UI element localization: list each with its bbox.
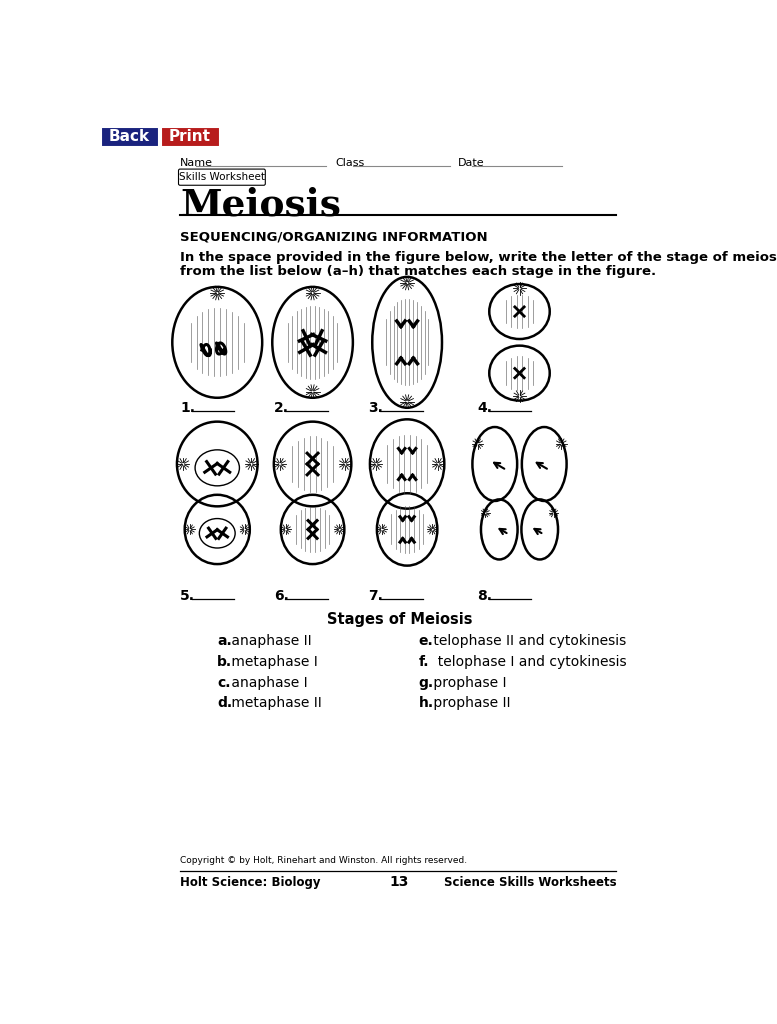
Text: 8.: 8. — [477, 589, 492, 603]
Text: Date: Date — [458, 158, 484, 168]
FancyBboxPatch shape — [179, 169, 265, 185]
Text: h.: h. — [419, 696, 434, 711]
Text: Holt Science: Biology: Holt Science: Biology — [180, 876, 321, 889]
Text: 4.: 4. — [477, 400, 492, 415]
Text: Back: Back — [109, 129, 150, 144]
FancyBboxPatch shape — [162, 127, 220, 146]
Text: d.: d. — [218, 696, 232, 711]
Text: 3.: 3. — [368, 400, 383, 415]
Text: 2.: 2. — [274, 400, 289, 415]
Text: 1.: 1. — [180, 400, 195, 415]
Text: 6.: 6. — [274, 589, 289, 603]
Text: g.: g. — [419, 676, 434, 690]
Text: anaphase I: anaphase I — [228, 676, 308, 690]
Text: metaphase I: metaphase I — [228, 655, 318, 669]
Text: Stages of Meiosis: Stages of Meiosis — [326, 612, 472, 627]
Text: telophase I and cytokinesis: telophase I and cytokinesis — [429, 655, 626, 669]
Text: Name: Name — [180, 158, 213, 168]
Text: e.: e. — [419, 634, 434, 648]
Text: Science Skills Worksheets: Science Skills Worksheets — [444, 876, 616, 889]
Text: Skills Worksheet: Skills Worksheet — [179, 172, 265, 182]
Text: 7.: 7. — [368, 589, 383, 603]
Text: b.: b. — [218, 655, 232, 669]
Text: f.: f. — [419, 655, 429, 669]
Text: Print: Print — [169, 129, 211, 144]
Text: Copyright © by Holt, Rinehart and Winston. All rights reserved.: Copyright © by Holt, Rinehart and Winsto… — [180, 856, 467, 865]
Text: c.: c. — [218, 676, 231, 690]
Text: from the list below (a–h) that matches each stage in the figure.: from the list below (a–h) that matches e… — [180, 264, 656, 278]
Text: In the space provided in the figure below, write the letter of the stage of meio: In the space provided in the figure belo… — [180, 251, 777, 264]
Text: anaphase II: anaphase II — [228, 634, 312, 648]
Text: Meiosis: Meiosis — [180, 186, 341, 224]
Text: telophase II and cytokinesis: telophase II and cytokinesis — [429, 634, 626, 648]
Text: 5.: 5. — [180, 589, 195, 603]
FancyBboxPatch shape — [101, 127, 159, 146]
Text: Class: Class — [336, 158, 365, 168]
Text: SEQUENCING/ORGANIZING INFORMATION: SEQUENCING/ORGANIZING INFORMATION — [180, 230, 488, 244]
Text: prophase I: prophase I — [429, 676, 507, 690]
Text: prophase II: prophase II — [429, 696, 510, 711]
Text: a.: a. — [218, 634, 232, 648]
Text: 13: 13 — [390, 876, 409, 889]
Text: metaphase II: metaphase II — [228, 696, 322, 711]
